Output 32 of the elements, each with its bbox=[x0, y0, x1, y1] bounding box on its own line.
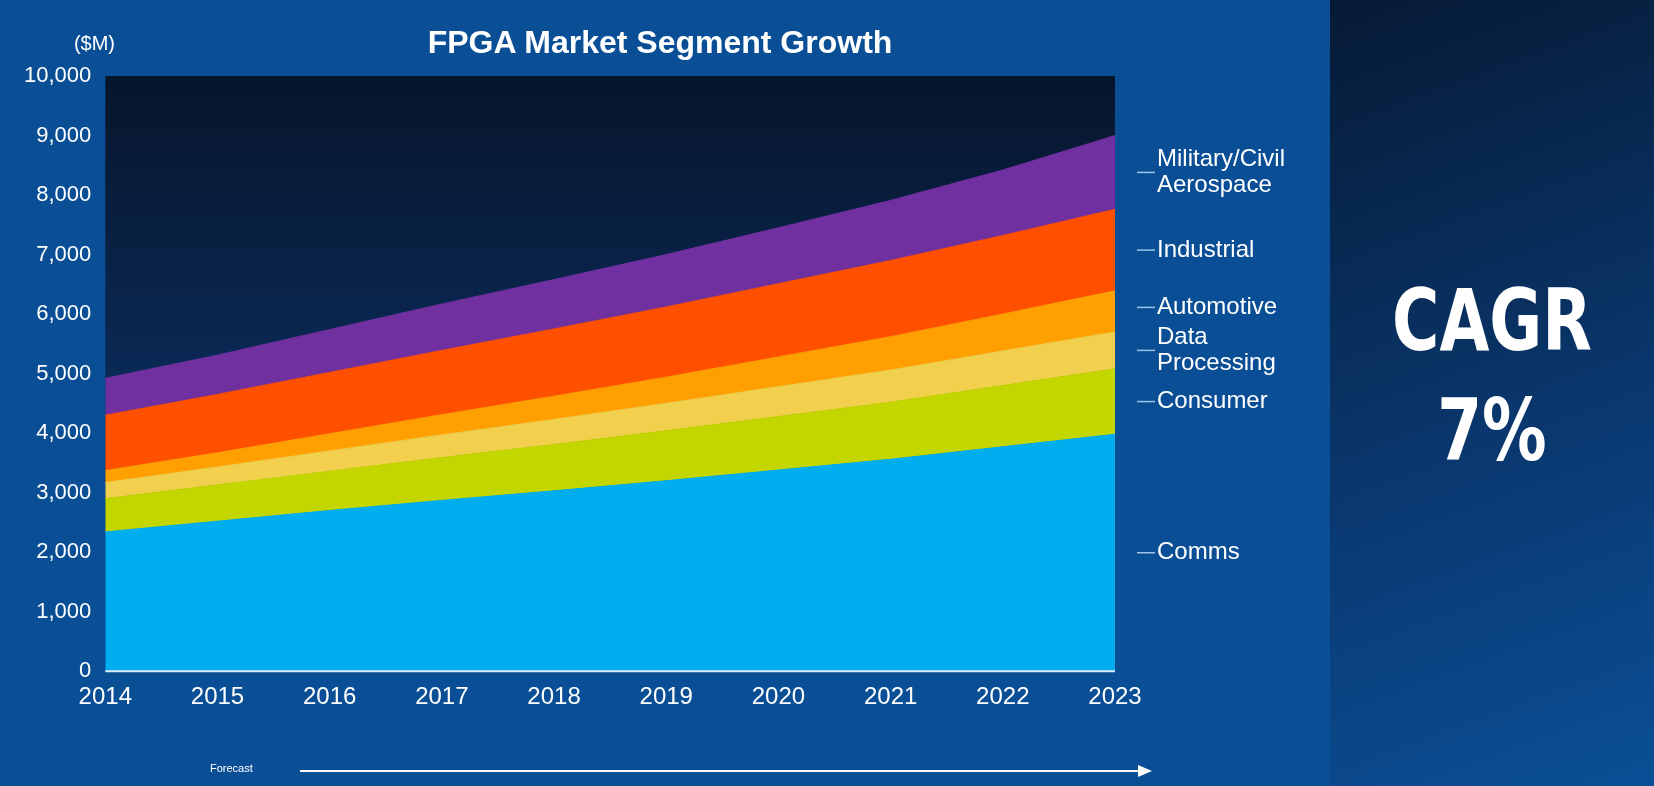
x-tick-label: 2023 bbox=[1088, 682, 1142, 710]
x-tick-label: 2018 bbox=[527, 682, 581, 710]
x-tick-label: 2015 bbox=[190, 682, 245, 710]
chart-title: FPGA Market Segment Growth bbox=[427, 23, 893, 60]
y-tick-label: 7,000 bbox=[36, 240, 92, 266]
y-tick-label: 4,000 bbox=[36, 419, 92, 445]
y-tick-label: 1,000 bbox=[36, 597, 92, 623]
x-tick-label: 2017 bbox=[415, 682, 469, 710]
y-tick-label: 10,000 bbox=[23, 62, 92, 88]
y-axis-title: ($M) bbox=[73, 31, 115, 54]
series-label: Military/Civil Aerospace bbox=[1157, 144, 1285, 198]
series-label: Consumer bbox=[1157, 386, 1268, 414]
x-tick-label: 2022 bbox=[976, 682, 1030, 710]
series-label: Data Processing bbox=[1157, 322, 1276, 376]
text: Forecast bbox=[210, 762, 253, 774]
x-tick-label: 2020 bbox=[751, 682, 806, 710]
y-tick-label: 6,000 bbox=[36, 300, 92, 326]
series-label: Comms bbox=[1157, 537, 1240, 565]
series-label: Industrial bbox=[1157, 234, 1255, 262]
x-tick-label: 2016 bbox=[302, 682, 357, 710]
y-tick-label: 3,000 bbox=[36, 478, 92, 504]
y-tick-label: 8,000 bbox=[36, 181, 92, 207]
y-tick-label: 5,000 bbox=[36, 359, 92, 385]
y-tick-label: 2,000 bbox=[36, 538, 92, 564]
y-tick-label: 0 bbox=[79, 657, 92, 683]
y-tick-label: 9,000 bbox=[36, 121, 92, 147]
text: 7% bbox=[1436, 380, 1548, 480]
x-tick-label: 2014 bbox=[78, 682, 132, 710]
x-tick-label: 2021 bbox=[863, 682, 918, 710]
series-label: Automotive bbox=[1157, 292, 1278, 320]
x-tick-label: 2019 bbox=[639, 682, 693, 710]
text: CAGR bbox=[1391, 270, 1593, 370]
